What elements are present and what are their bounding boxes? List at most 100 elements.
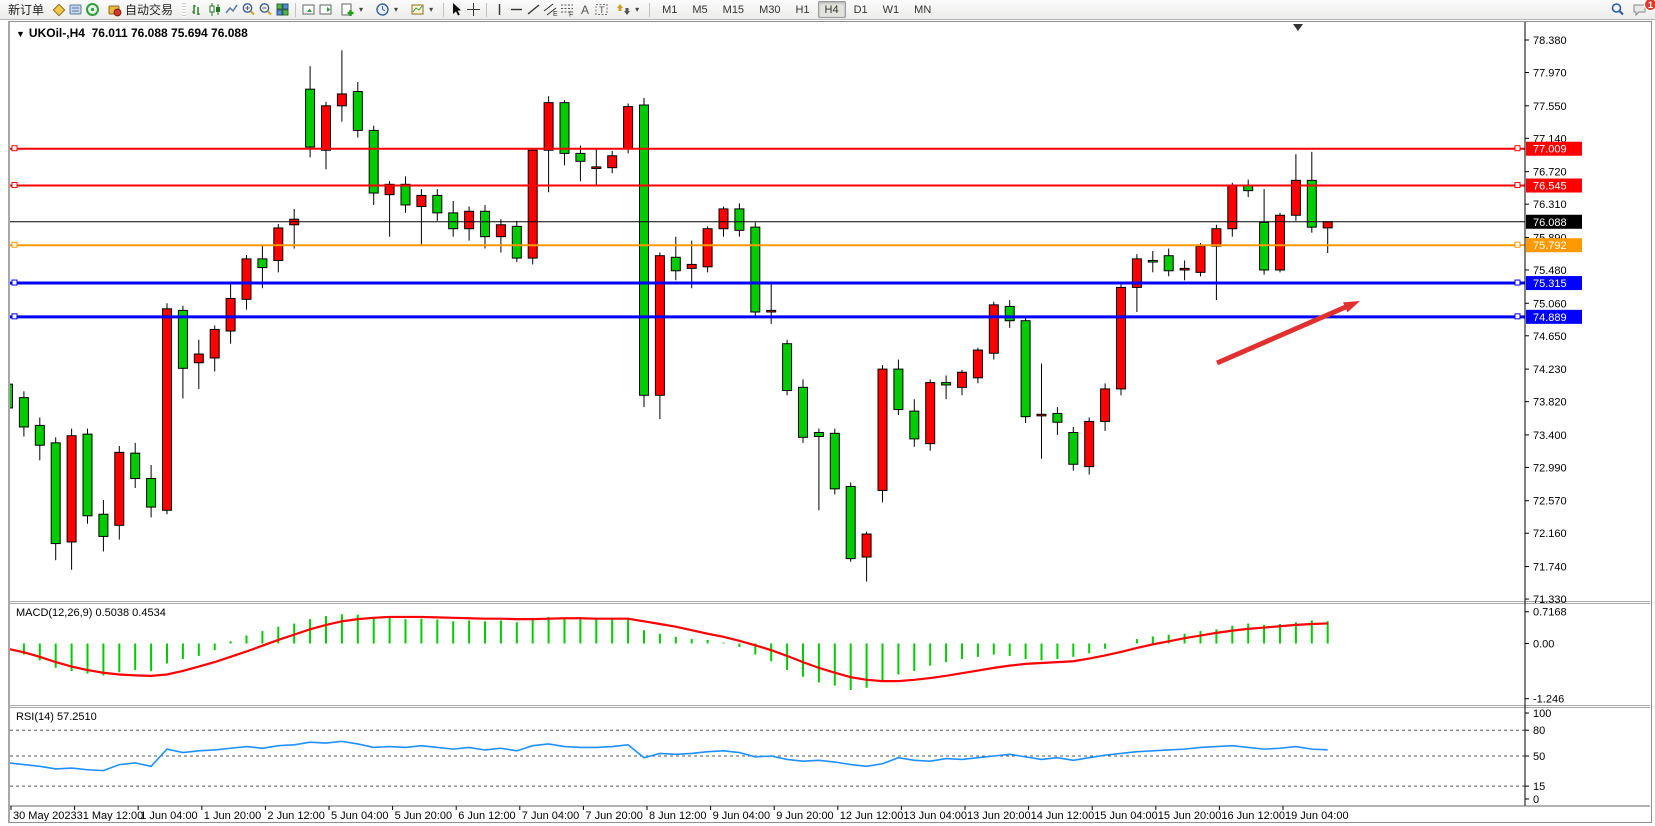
candle[interactable] (798, 379, 808, 443)
templates-button[interactable]: ▾ (405, 1, 438, 19)
candle[interactable] (464, 206, 475, 241)
indicator-window-icon[interactable] (301, 2, 316, 17)
line-chart-icon[interactable] (224, 2, 239, 17)
candle[interactable] (98, 499, 109, 552)
hline-handle[interactable] (11, 279, 18, 286)
search-icon[interactable] (1610, 2, 1625, 17)
timeframe-button-h1[interactable]: H1 (795, 4, 810, 16)
hline-handle[interactable] (11, 145, 18, 152)
candle[interactable] (1163, 248, 1174, 277)
candle[interactable] (1211, 224, 1222, 301)
candle[interactable] (1227, 182, 1238, 237)
candle[interactable] (623, 103, 634, 154)
timeframe-button-mn[interactable]: MN (914, 4, 932, 16)
timeframe-button-m1[interactable]: M1 (662, 4, 678, 16)
add-indicator-button[interactable]: ▾ (335, 1, 368, 19)
hline-handle[interactable] (1514, 182, 1521, 189)
candle[interactable] (861, 531, 872, 582)
timeframe-button-h4[interactable]: H4 (817, 1, 846, 18)
candle[interactable] (321, 101, 331, 170)
candle[interactable] (1004, 300, 1015, 328)
candle[interactable] (114, 446, 125, 540)
candle[interactable] (972, 347, 983, 384)
candle[interactable] (654, 252, 665, 420)
candle[interactable] (209, 325, 220, 372)
shapes-button[interactable]: ▾ (611, 1, 644, 19)
data-window-icon[interactable] (68, 2, 83, 17)
hline-handle[interactable] (1514, 145, 1521, 152)
text-label-icon[interactable]: T (594, 2, 609, 17)
hline-handle[interactable] (1514, 313, 1521, 320)
hline-handle[interactable] (11, 182, 18, 189)
candle[interactable] (1084, 417, 1095, 475)
candle[interactable] (1243, 179, 1254, 198)
annotation-arrow[interactable] (1216, 303, 1349, 366)
candle[interactable] (480, 204, 490, 249)
candle[interactable] (845, 482, 856, 562)
candle[interactable] (193, 339, 204, 389)
candle[interactable] (527, 147, 538, 265)
hline-handle[interactable] (11, 241, 18, 248)
candle[interactable] (448, 200, 459, 237)
candle[interactable] (893, 359, 904, 416)
hline-handle[interactable] (1514, 279, 1521, 286)
fibonacci-icon[interactable]: F (560, 2, 575, 19)
candle-chart-icon[interactable] (207, 2, 222, 17)
candle[interactable] (400, 176, 411, 213)
candle[interactable] (941, 375, 952, 400)
candle[interactable] (813, 428, 824, 511)
candle[interactable] (511, 220, 522, 263)
timeframe-button-d1[interactable]: D1 (853, 4, 868, 16)
candle[interactable] (130, 442, 141, 489)
candle[interactable] (607, 151, 618, 174)
crosshair-icon[interactable] (466, 2, 481, 17)
candle[interactable] (352, 82, 363, 138)
candle[interactable] (734, 203, 745, 237)
candle[interactable] (50, 437, 61, 561)
candle[interactable] (829, 428, 840, 495)
zoom-out-icon[interactable] (258, 2, 273, 17)
candle[interactable] (575, 145, 586, 182)
candle[interactable] (1052, 407, 1063, 435)
candle[interactable] (177, 305, 188, 399)
candle[interactable] (432, 189, 443, 221)
candle[interactable] (416, 189, 427, 245)
candle[interactable] (273, 223, 284, 273)
candle[interactable] (702, 226, 713, 273)
new-order-button[interactable]: 新订单 (3, 1, 49, 19)
chart-canvas[interactable]: 78.38077.97077.55077.14076.72076.31075.8… (3, 22, 1650, 822)
candle[interactable] (909, 399, 920, 447)
candle[interactable] (257, 244, 268, 289)
horizontal-line-icon[interactable] (509, 2, 524, 17)
timeframe-button-m15[interactable]: M15 (722, 4, 745, 16)
candle[interactable] (3, 374, 13, 416)
candle[interactable] (146, 465, 157, 518)
candle[interactable] (82, 428, 93, 524)
candle[interactable] (66, 428, 77, 570)
zoom-in-icon[interactable] (241, 2, 256, 17)
candle[interactable] (1036, 363, 1047, 459)
annotation-arrow-head[interactable] (1343, 301, 1360, 313)
candle[interactable] (543, 96, 554, 193)
candle[interactable] (988, 301, 999, 360)
candle[interactable] (591, 149, 602, 186)
candle[interactable] (305, 66, 316, 158)
candle[interactable] (750, 222, 761, 316)
candle[interactable] (1116, 284, 1126, 396)
candle[interactable] (384, 181, 395, 237)
candle[interactable] (559, 100, 570, 166)
timeframe-button-m5[interactable]: M5 (692, 4, 708, 16)
candle[interactable] (670, 236, 681, 281)
channel-icon[interactable]: E (543, 2, 558, 18)
indicator-window2-icon[interactable] (318, 2, 333, 17)
candle[interactable] (1179, 260, 1190, 281)
candle[interactable] (639, 97, 649, 408)
candle[interactable] (34, 417, 45, 461)
candle[interactable] (1147, 250, 1158, 273)
cursor-icon[interactable] (449, 2, 464, 17)
candle[interactable] (957, 369, 967, 396)
timeframe-button-m30[interactable]: M30 (759, 4, 781, 16)
candle[interactable] (1306, 151, 1317, 233)
autotrading-button[interactable]: 自动交易 (102, 1, 178, 19)
candle[interactable] (1195, 243, 1206, 277)
